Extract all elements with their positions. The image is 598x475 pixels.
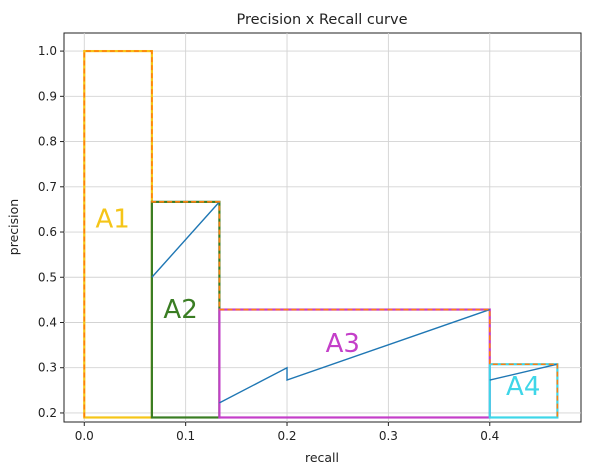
y-tick-label: 0.6 bbox=[38, 225, 57, 239]
area-labels: A1 A2 A3 A4 bbox=[95, 205, 540, 402]
y-tick-label: 0.3 bbox=[38, 361, 57, 375]
interpolated-precision-line bbox=[83, 50, 559, 418]
precision-line bbox=[151, 201, 558, 404]
area-label-a4: A4 bbox=[506, 372, 540, 402]
data-series bbox=[83, 50, 559, 418]
y-tick-label: 0.2 bbox=[38, 406, 57, 420]
y-tick-label: 1.0 bbox=[38, 44, 57, 58]
x-tick-label: 0.0 bbox=[75, 429, 94, 443]
y-axis-label: precision bbox=[6, 199, 21, 255]
area-label-a1: A1 bbox=[95, 205, 129, 235]
area-label-a2: A2 bbox=[163, 295, 197, 325]
y-tick-label: 0.7 bbox=[38, 180, 57, 194]
y-tick-label: 0.4 bbox=[38, 315, 57, 329]
area-label-a3: A3 bbox=[326, 329, 360, 359]
plot-area bbox=[63, 32, 582, 423]
axis-ticks: 0.0 0.1 0.2 0.3 0.4 0.2 0.3 0.4 0.5 0.6 0.7 0.8 0.9 1… bbox=[38, 44, 499, 443]
x-tick-label: 0.1 bbox=[176, 429, 195, 443]
x-tick-label: 0.3 bbox=[379, 429, 398, 443]
x-tick-label: 0.4 bbox=[480, 429, 499, 443]
x-tick-label: 0.2 bbox=[277, 429, 296, 443]
chart-title: Precision x Recall curve bbox=[237, 12, 408, 28]
y-tick-label: 0.8 bbox=[38, 135, 57, 149]
y-tick-label: 0.5 bbox=[38, 270, 57, 284]
x-axis-label: recall bbox=[305, 450, 339, 465]
y-tick-label: 0.9 bbox=[38, 89, 57, 103]
